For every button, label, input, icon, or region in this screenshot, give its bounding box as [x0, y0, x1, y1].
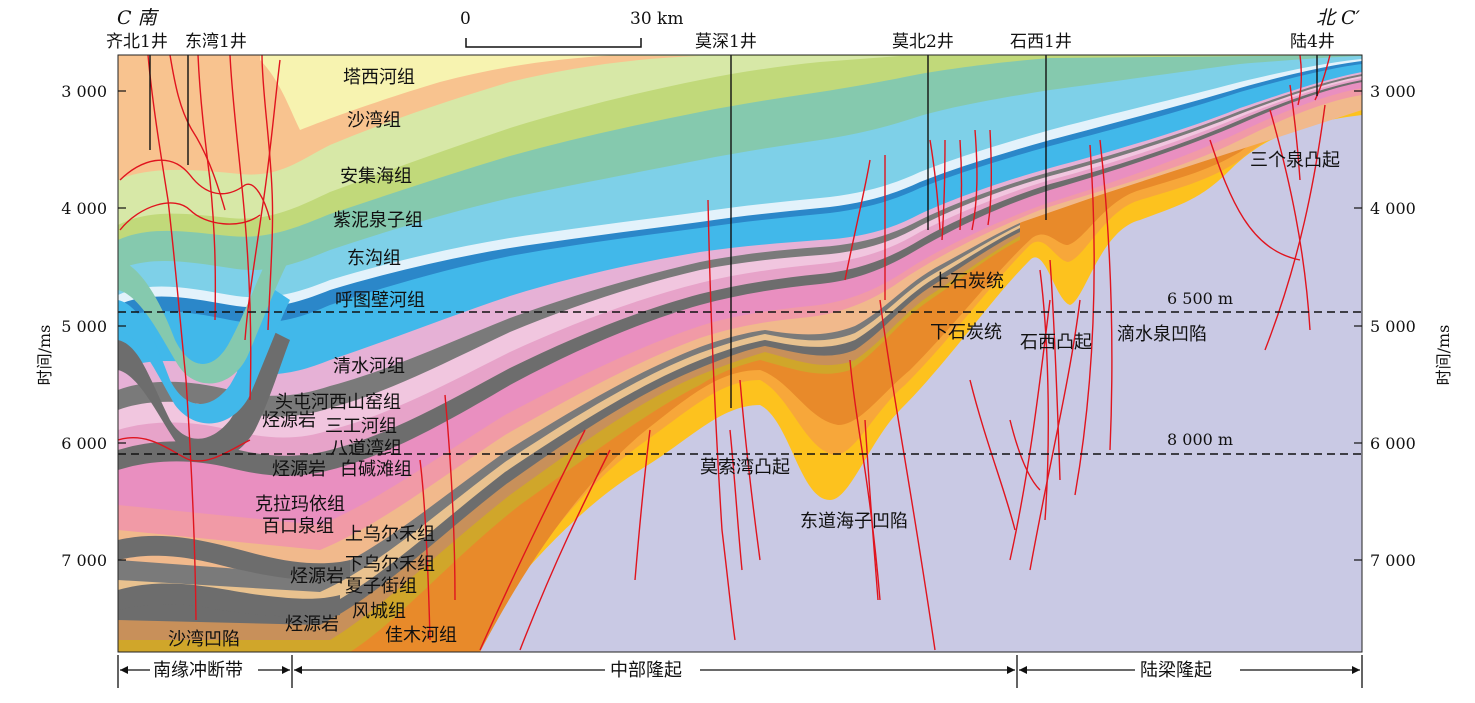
label-baikouquan: 百口泉组	[262, 516, 334, 537]
label-source-rock-1: 烃源岩	[262, 410, 316, 431]
y-axis-left	[118, 90, 126, 561]
label-source-rock-2: 烃源岩	[272, 459, 326, 480]
zone-central-uplift: 中部隆起	[610, 660, 682, 681]
y-axis-label-left: 时间/ms	[35, 325, 54, 386]
fold-belt-blue	[118, 290, 290, 424]
well-label-mobei2: 莫北2井	[892, 32, 954, 52]
label-source-rock-4: 烃源岩	[285, 614, 339, 635]
label-xiawuerhe: 下乌尔禾组	[345, 554, 435, 575]
fold-belt-source-mid	[118, 535, 350, 581]
label-shawan-sag: 沙湾凹陷	[168, 629, 240, 650]
y-axis-right	[1354, 90, 1362, 561]
label-shangwuerhe: 上乌尔禾组	[345, 524, 435, 545]
zone-bar	[117, 655, 1363, 688]
label-baijiantan: 白碱滩组	[340, 459, 412, 480]
label-taxihe: 塔西河组	[343, 67, 415, 88]
label-source-rock-3: 烃源岩	[290, 566, 344, 587]
y-tick-right-7000: 7 000	[1370, 551, 1416, 570]
well-label-dongwan1: 东湾1井	[185, 32, 247, 52]
y-tick-left-3000: 3 000	[61, 82, 107, 101]
scale-start-label: 0	[460, 9, 471, 29]
label-badaowan: 八道湾组	[330, 438, 402, 459]
y-tick-right-4000: 4 000	[1370, 199, 1416, 218]
label-sangonghe: 三工河组	[325, 416, 397, 437]
well-label-moshen1: 莫深1井	[695, 32, 757, 52]
label-upper-carboniferous: 上石炭统	[932, 271, 1004, 292]
fold-belt-teal	[118, 245, 290, 384]
label-sangequan-uplift: 三个泉凸起	[1250, 150, 1340, 171]
label-donggou: 东沟组	[347, 248, 401, 269]
label-shixi-uplift: 石西凸起	[1020, 332, 1092, 353]
fold-belt-core	[118, 330, 290, 461]
label-toutunhe-xishanyao: 头屯河西山窑组	[275, 392, 401, 413]
scale-end-label: 30 km	[630, 9, 683, 29]
fold-belt-source-lower	[118, 583, 340, 618]
section-left-end: C 南	[117, 7, 160, 29]
zone-south-thrust-belt: 南缘冲断带	[153, 660, 243, 681]
label-ziniquanzi: 紫泥泉子组	[333, 210, 423, 231]
structure-labels: 莫索湾凸起 东道海子凹陷 石西凸起 滴水泉凹陷 三个泉凸起 沙湾凹陷	[168, 150, 1340, 650]
well-label-qibei1: 齐北1井	[106, 32, 168, 52]
y-tick-left-5000: 5 000	[61, 317, 107, 336]
label-jiamuhe: 佳木河组	[385, 625, 457, 646]
label-dongdaohaizi-sag: 东道海子凹陷	[800, 511, 908, 532]
depth-label-8000: 8 000 m	[1167, 430, 1233, 449]
y-tick-left-4000: 4 000	[61, 199, 107, 218]
scale-bar: 0 30 km	[460, 9, 683, 48]
zone-luliang-uplift: 陆梁隆起	[1140, 660, 1212, 681]
label-qingshuihe: 清水河组	[333, 356, 405, 377]
layer-taxihe	[260, 55, 620, 130]
y-tick-left-7000: 7 000	[61, 551, 107, 570]
label-mosuowan-uplift: 莫索湾凸起	[700, 457, 790, 478]
y-tick-left-6000: 6 000	[61, 434, 107, 453]
label-fengcheng: 风城组	[352, 601, 406, 622]
y-tick-right-5000: 5 000	[1370, 317, 1416, 336]
y-axis-label-right: 时间/ms	[1434, 325, 1453, 386]
section-body	[118, 55, 1362, 652]
y-tick-right-3000: 3 000	[1370, 82, 1416, 101]
section-right-end: 北 C′	[1316, 7, 1361, 29]
well-label-shixi1: 石西1井	[1010, 32, 1072, 52]
fault-lines	[118, 55, 1331, 651]
depth-label-6500: 6 500 m	[1167, 289, 1233, 308]
label-shawan: 沙湾组	[347, 110, 401, 131]
well-lines	[149, 55, 1318, 408]
y-tick-right-6000: 6 000	[1370, 434, 1416, 453]
label-hutubihe: 呼图壁河组	[335, 290, 425, 311]
well-label-lu4: 陆4井	[1290, 32, 1335, 52]
label-xiazijie: 夏子街组	[345, 576, 417, 597]
label-dishuiquan-sag: 滴水泉凹陷	[1117, 324, 1207, 345]
label-lower-carboniferous: 下石炭统	[930, 322, 1002, 343]
formation-labels: 塔西河组 沙湾组 安集海组 紫泥泉子组 东沟组 呼图壁河组 清水河组 头屯河西山…	[255, 67, 1004, 646]
plot-frame	[117, 54, 1363, 653]
label-anjihai: 安集海组	[340, 166, 412, 187]
label-karamay: 克拉玛依组	[255, 494, 345, 515]
